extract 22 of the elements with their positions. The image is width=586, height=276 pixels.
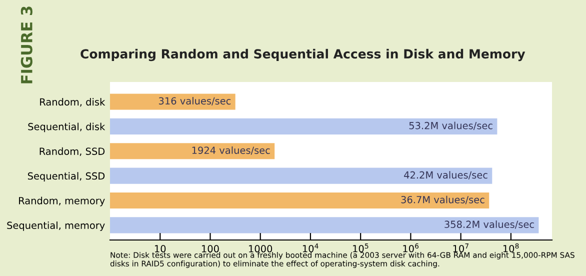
x-tick-label: 1000 — [249, 245, 272, 252]
x-tick-label: 100 — [202, 245, 219, 252]
x-tick-label: 10 — [155, 245, 166, 252]
data-label: 1924 values/sec — [192, 146, 270, 155]
caption: FIGURE 3 — [20, 6, 32, 84]
x-tick-label: 10$^{5}$ — [353, 244, 368, 252]
data-label: 53.2M values/sec — [409, 122, 492, 130]
data-label: 316 values/sec — [158, 97, 231, 106]
data-label: 358.2M values/sec — [444, 220, 534, 229]
y-tick-label: Sequential, SSD — [28, 172, 105, 182]
y-tick-label: Random, SSD — [40, 147, 105, 156]
chart-title: Comparing Random and Sequential Access in Disk and Memory — [80, 48, 526, 62]
y-tick-label: Sequential, disk — [28, 122, 106, 132]
data-label: 36.7M values/sec — [401, 196, 484, 204]
x-tick-label: 10$^{6}$ — [403, 243, 419, 252]
x-tick-label: 10$^{7}$ — [453, 244, 468, 252]
y-tick-label: Sequential, memory — [7, 221, 105, 231]
y-tick-label: Random, disk — [40, 98, 106, 107]
y-tick-label: Random, memory — [19, 196, 105, 206]
x-tick-label: 10$^{4}$ — [302, 244, 318, 252]
x-tick-label: 10$^{8}$ — [503, 243, 519, 252]
data-label: 42.2M values/sec — [404, 171, 488, 180]
